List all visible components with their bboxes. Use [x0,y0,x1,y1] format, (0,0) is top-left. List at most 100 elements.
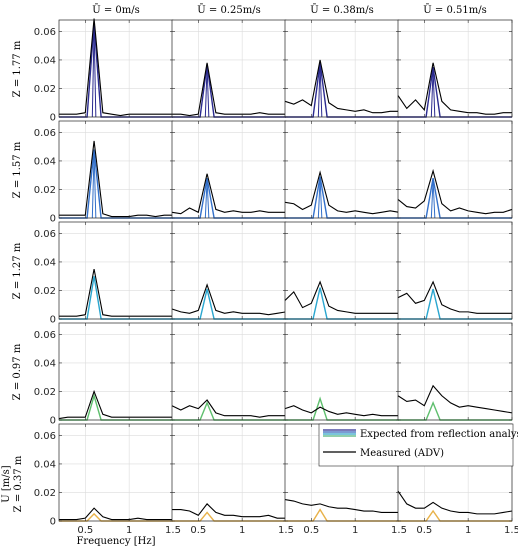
expected-inner-line [319,178,323,219]
row-label-0: Z = 1.77 m [12,40,23,97]
x-tick-label: 0.5 [416,525,432,536]
x-tick-label: 1 [465,525,471,536]
col-title-3: Ū = 0.51m/s [423,4,486,16]
measured-line [397,384,513,414]
column-titles: Ū = 0m/s Ū = 0.25m/s Ū = 0.38m/s Ū = 0.5… [92,4,486,16]
panel-r3-c0: 0 0.02 0.04 0.06 [34,322,174,427]
row-labels: Z = 1.77 m Z = 1.57 m Z = 1.27 m Z = 0.9… [1,40,24,512]
panel-r1-c3 [397,120,513,219]
panel-r0-c1 [171,19,287,118]
panel-bg [172,20,286,117]
expected-inner-line [206,66,210,118]
legend-box [318,423,514,467]
panel-bg [398,323,512,420]
y-tick-label: 0.06 [34,330,56,341]
y-tick-label: 0.02 [34,286,56,297]
panel-r4-c1: 0.5 1 1.5 [171,423,294,536]
panel-bg [59,424,173,521]
measured-line [172,62,286,117]
y-tick-label: 0.02 [34,84,56,95]
measured-line [284,405,399,417]
panel-r1-c0: 0 0.02 0.04 0.06 [34,120,174,225]
panel-bg [285,121,399,218]
expected-inner-line [91,152,95,219]
expected-inner-line [93,152,97,219]
measured-line [397,62,512,115]
panel-bg [59,323,173,420]
col-title-1: Ū = 0.25m/s [197,4,260,16]
y-tick-label: 0.06 [34,431,56,442]
y-tick-label: 0 [50,517,56,528]
panel-r0-c0: 0 0.02 0.04 0.06 [34,18,174,124]
y-tick-label: 0.04 [34,257,56,268]
y-tick-label: 0 [50,113,56,124]
x-tick-label: 1 [239,525,245,536]
x-tick-label: 1.5 [504,525,518,536]
measured-line [284,280,399,314]
panel-bg [172,323,286,420]
y-tick-label: 0.04 [34,358,56,369]
panel-bg [285,20,399,117]
x-tick-label: 1.5 [391,525,407,536]
x-tick-label: 1.5 [165,525,181,536]
measured-line [284,170,400,215]
panel-bg [398,222,512,319]
y-tick-label: 0.04 [34,459,56,470]
expected-inner-line [317,65,321,118]
panel-r4-c0: 0 0.02 0.04 0.06 0.5 1 1.5 [34,423,181,536]
measured-line [284,59,399,114]
x-tick-label: 1 [352,525,358,536]
expected-inner-line [93,27,97,118]
measured-line [59,507,173,521]
measured-line [397,490,513,515]
row-label-4: Z = 0.37 m [13,455,24,512]
panel-r1-c2 [284,120,400,219]
panel-bg [398,121,512,218]
x-axis-label: Frequency [Hz] [76,536,155,547]
x-tick-label: 1 [126,525,132,536]
panel-frame [397,322,513,421]
panel-bg [285,222,399,319]
expected-inner-line [206,180,210,219]
measured-line [171,283,287,316]
col-title-0: Ū = 0m/s [92,4,140,16]
panel-r1-c1 [171,120,287,219]
panel-r0-c3 [397,19,513,118]
expected-inner-line [432,180,436,219]
y-tick-label: 0.02 [34,185,56,196]
panel-bg [398,20,512,117]
col-title-2: Ū = 0.38m/s [310,4,373,16]
panel-bg [172,222,286,319]
panel-bg [59,20,173,117]
legend: Expected from reflection analysis Measur… [318,423,518,467]
row-label-1: Z = 1.57 m [12,141,23,198]
row-label-3: Z = 0.97 m [12,343,23,400]
panel-r3-c3 [397,322,513,421]
y-tick-label: 0.06 [34,27,56,38]
panel-frame [397,120,513,219]
y-tick-label: 0.04 [34,55,56,66]
y-tick-label: 0.06 [34,229,56,240]
measured-line [59,268,173,317]
panel-r3-c2 [284,322,400,421]
measured-line [397,280,512,314]
panel-r0-c2 [284,19,400,118]
legend-label-measured: Measured (ADV) [360,448,444,459]
expected-inner-line [204,66,208,118]
y-tick-label: 0.06 [34,128,56,139]
x-tick-label: 0.5 [190,525,206,536]
panel-bg [172,424,286,521]
y-tick-label: 0.02 [34,488,56,499]
measured-line [397,168,513,215]
expected-inner-line [430,180,434,219]
expected-inner-line [319,65,323,118]
panel-r2-c2 [284,221,400,320]
measured-line [172,503,286,519]
panel-bg [285,323,399,420]
row-label-2: Z = 1.27 m [12,242,23,299]
expected-inner-line [91,27,95,118]
x-tick-label: 0.5 [77,525,93,536]
expected-inner-line [432,69,436,118]
y-tick-label: 0.04 [34,156,56,167]
measured-line [284,499,399,513]
